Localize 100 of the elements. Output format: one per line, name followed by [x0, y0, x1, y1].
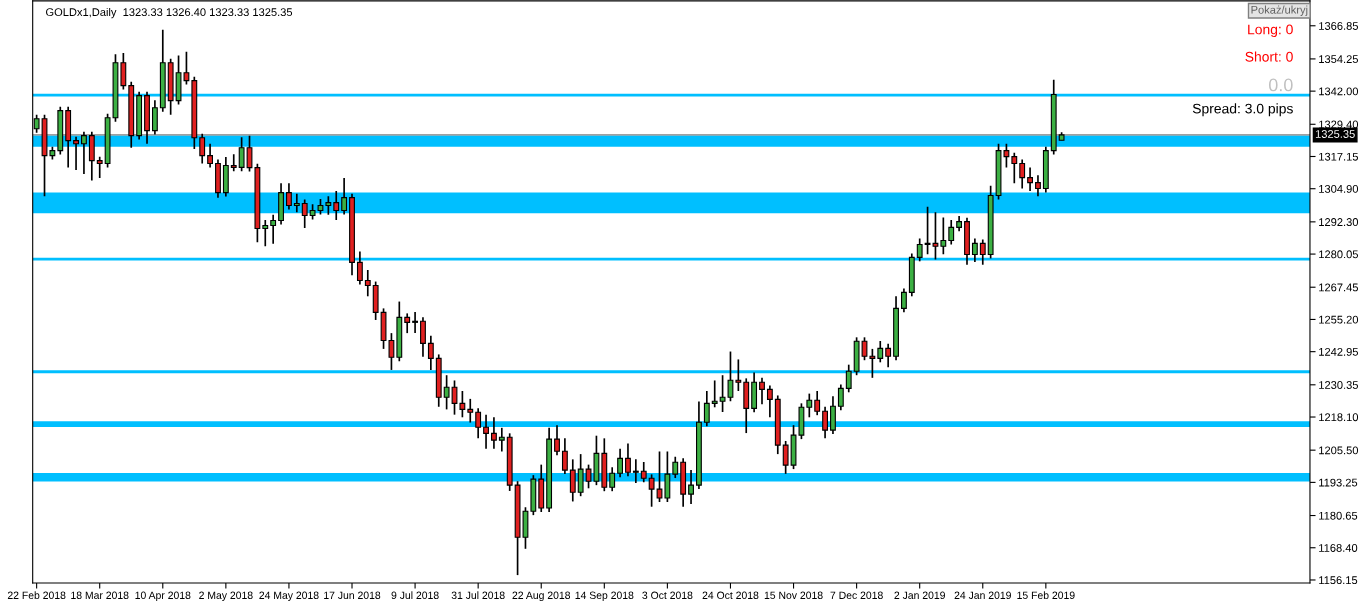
candlestick [498, 426, 505, 453]
x-tick-label: 14 Sep 2018 [575, 591, 634, 602]
candlestick [467, 398, 474, 424]
x-tick-label: 15 Nov 2018 [764, 591, 823, 599]
candlestick [845, 363, 852, 394]
candlestick [766, 384, 773, 419]
candlestick [73, 135, 79, 171]
candlestick [625, 442, 631, 478]
candlestick [286, 182, 292, 211]
candlestick [830, 395, 836, 435]
x-tick-label: 24 May 2018 [259, 591, 319, 602]
ref-line-label: 1325.35 [1315, 130, 1355, 138]
candlestick [940, 216, 947, 256]
x-tick-label: 22 Feb 2018 [7, 591, 66, 599]
y-tick-label: 1205.50 [1319, 446, 1359, 455]
x-tick-label: 24 Oct 2018 [702, 591, 759, 599]
candlestick [293, 192, 300, 213]
candlestick [1035, 174, 1041, 198]
y-tick-label: 1280.05 [1319, 250, 1358, 259]
y-tick-label: 1230.35 [1319, 381, 1358, 389]
candlestick [1027, 166, 1033, 192]
candlestick [333, 190, 340, 221]
candlestick [404, 312, 411, 334]
candlestick [491, 416, 497, 450]
candlestick [341, 177, 348, 216]
candlestick [703, 390, 710, 428]
candlestick [632, 458, 639, 484]
candlestick [262, 219, 269, 248]
annotation: 0.0 [1268, 78, 1293, 92]
y-tick-label: 1242.95 [1319, 347, 1358, 356]
candlestick [759, 376, 765, 405]
candlestick [609, 466, 616, 493]
candlestick [230, 153, 237, 173]
candlestick [475, 407, 482, 440]
candlestick [814, 390, 821, 417]
y-tick-label: 1366.85 [1319, 22, 1358, 30]
candlestick [554, 424, 560, 456]
candlestick [782, 440, 789, 475]
annotation: Spread: 3.0 pips [1192, 103, 1293, 117]
x-tick-label: 2 Jan 2019 [894, 591, 945, 599]
x-tick-label: 2 May 2018 [199, 591, 253, 602]
x-tick-label: 17 Jun 2018 [324, 591, 381, 599]
candlestick [948, 219, 955, 246]
y-tick-label: 1354.25 [1319, 55, 1358, 64]
candlestick [640, 461, 647, 484]
y-tick-label: 1218.10 [1319, 413, 1359, 422]
y-tick-label: 1304.90 [1319, 184, 1359, 193]
x-tick-label: 31 Jul 2018 [451, 591, 505, 599]
candlestick [979, 238, 986, 266]
x-tick-label: 24 Jan 2019 [954, 591, 1011, 599]
y-tick-label: 1267.45 [1319, 283, 1358, 292]
x-tick-label: 22 Aug 2018 [512, 591, 571, 602]
candlestick [420, 316, 426, 358]
candlestick [1011, 151, 1018, 185]
candlestick [270, 213, 277, 245]
annotation: Pokaż/ukryj [1251, 5, 1308, 16]
candlestick [837, 383, 844, 412]
annotation: Long: 0 [1248, 24, 1293, 38]
candlestick [1019, 158, 1026, 190]
candlestick [672, 455, 679, 479]
candlestick [688, 469, 694, 505]
y-tick-label: 1156.15 [1319, 576, 1358, 585]
candlestick [120, 52, 127, 91]
candlestick [711, 379, 718, 409]
x-tick-label: 7 Dec 2018 [830, 591, 883, 599]
candlestick [971, 237, 978, 263]
candlestick [617, 448, 624, 479]
candlestick [81, 130, 87, 175]
candlestick [577, 453, 584, 498]
candlestick [151, 99, 158, 136]
y-tick-label: 1317.15 [1319, 152, 1358, 161]
candlestick [96, 155, 103, 179]
candlestick [364, 269, 371, 298]
candlestick [412, 311, 419, 334]
y-tick-label: 1292.30 [1319, 218, 1359, 226]
candlestick [199, 132, 206, 165]
y-tick-label: 1180.65 [1319, 511, 1358, 520]
candlestick [901, 287, 907, 314]
candlestick [483, 413, 489, 450]
candlestick [356, 250, 363, 286]
y-tick-label: 1255.20 [1319, 315, 1359, 324]
candlestick [325, 195, 332, 216]
x-tick-label: 10 Apr 2018 [135, 591, 191, 602]
annotation: Short: 0 [1245, 51, 1293, 62]
y-tick-label: 1329.40 [1319, 120, 1359, 129]
candlestick [427, 334, 434, 371]
candlestick [806, 392, 813, 419]
x-tick-label: 3 Oct 2018 [642, 591, 693, 599]
candlestick [561, 437, 568, 475]
candlestick [735, 358, 742, 392]
x-tick-label: 9 Jul 2018 [391, 591, 439, 599]
y-tick-label: 1342.00 [1319, 87, 1359, 96]
candlestick [916, 237, 923, 263]
text: GOLDx1,Daily 1323.33 1326.40 1323.33 1325.35 [46, 7, 293, 19]
x-tick-label: 15 Feb 2019 [1017, 591, 1075, 599]
candlestick [877, 340, 884, 364]
candlestick [301, 198, 308, 229]
candlestick [207, 142, 214, 169]
y-tick-label: 1193.25 [1319, 478, 1358, 487]
x-tick-label: 18 Mar 2018 [71, 591, 129, 599]
